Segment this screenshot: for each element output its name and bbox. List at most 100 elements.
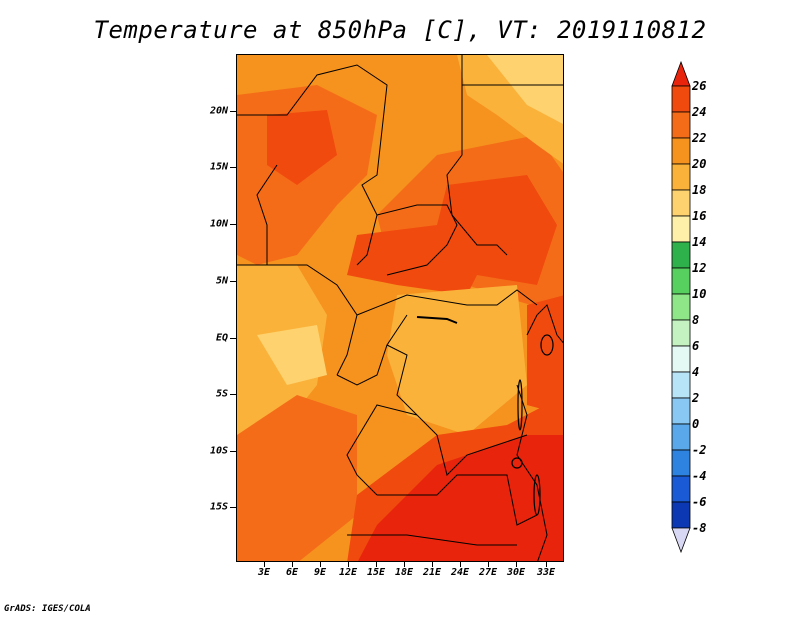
temperature-map bbox=[236, 54, 564, 562]
x-tick-label: 27E bbox=[478, 567, 498, 578]
x-tick-label: 3E bbox=[257, 567, 271, 578]
y-tick-mark bbox=[230, 167, 236, 168]
grads-credit: GrADS: IGES/COLA bbox=[4, 604, 91, 614]
colorbar-swatch bbox=[671, 501, 691, 529]
colorbar-swatch bbox=[671, 397, 691, 425]
border-chad bbox=[376, 204, 458, 276]
colorbar-label: 18 bbox=[692, 183, 707, 197]
x-tick-label: 30E bbox=[506, 567, 526, 578]
colorbar-label: 12 bbox=[692, 261, 707, 275]
colorbar-swatch bbox=[671, 475, 691, 503]
colorbar-swatch bbox=[671, 241, 691, 269]
x-tick-label: 21E bbox=[422, 567, 442, 578]
y-tick-label: 5S bbox=[215, 388, 228, 400]
x-tick-mark bbox=[348, 562, 349, 567]
x-tick-label: 15E bbox=[366, 567, 386, 578]
colorbar-label: 6 bbox=[692, 339, 700, 353]
border-angola bbox=[346, 404, 418, 496]
warm-region-south-atlantic bbox=[237, 395, 357, 561]
colorbar bbox=[671, 60, 691, 554]
y-tick-mark bbox=[230, 281, 236, 282]
hot-patch-west-africa bbox=[267, 110, 337, 185]
lake-tanganyika bbox=[517, 379, 523, 431]
border-congo bbox=[336, 314, 408, 386]
border-drc bbox=[386, 344, 528, 476]
colorbar-swatch bbox=[671, 189, 691, 217]
colorbar-label: -8 bbox=[692, 521, 707, 535]
lake-mweru bbox=[511, 457, 523, 469]
y-tick-mark bbox=[230, 507, 236, 508]
y-tick-label: 10S bbox=[209, 445, 228, 457]
x-tick-mark bbox=[320, 562, 321, 567]
y-tick-label: 20N bbox=[209, 105, 228, 117]
border-tanzania bbox=[516, 384, 548, 561]
colorbar-label: -2 bbox=[692, 443, 707, 457]
x-tick-mark bbox=[460, 562, 461, 567]
x-tick-label: 18E bbox=[394, 567, 414, 578]
y-tick-mark bbox=[230, 111, 236, 112]
x-tick-label: 24E bbox=[450, 567, 470, 578]
colorbar-swatch bbox=[671, 449, 691, 477]
x-tick-mark bbox=[516, 562, 517, 567]
x-tick-mark bbox=[404, 562, 405, 567]
x-tick-mark bbox=[264, 562, 265, 567]
colorbar-label: 0 bbox=[692, 417, 700, 431]
colorbar-label: -4 bbox=[692, 469, 707, 483]
temperature-field bbox=[237, 55, 563, 561]
colorbar-swatches bbox=[671, 60, 691, 554]
border-zambia bbox=[377, 474, 538, 526]
y-tick-label: 5N bbox=[215, 275, 228, 287]
x-tick-mark bbox=[432, 562, 433, 567]
y-tick-mark bbox=[230, 338, 236, 339]
x-tick-label: 33E bbox=[536, 567, 556, 578]
colorbar-label: 16 bbox=[692, 209, 707, 223]
y-tick-mark bbox=[230, 224, 236, 225]
colorbar-swatch bbox=[671, 293, 691, 321]
country-borders bbox=[237, 55, 563, 561]
colorbar-label: -6 bbox=[692, 495, 707, 509]
y-tick-label: 15S bbox=[209, 501, 228, 513]
y-tick-label: EQ bbox=[215, 332, 228, 344]
border-west-coast bbox=[237, 264, 358, 376]
colorbar-swatch bbox=[671, 527, 691, 554]
cool-patch-north bbox=[487, 55, 563, 124]
border-uganda bbox=[526, 304, 563, 344]
x-tick-label: 6E bbox=[285, 567, 299, 578]
border-namibia bbox=[347, 534, 517, 546]
cool-region-congo bbox=[387, 285, 527, 435]
colorbar-label: 4 bbox=[692, 365, 700, 379]
colorbar-swatch bbox=[671, 267, 691, 295]
colorbar-swatch bbox=[671, 85, 691, 113]
x-tick-mark bbox=[546, 562, 547, 567]
y-tick-mark bbox=[230, 451, 236, 452]
chart-title: Temperature at 850hPa [C], VT: 201911081… bbox=[93, 16, 707, 44]
colorbar-label: 10 bbox=[692, 287, 707, 301]
hot-region-south bbox=[358, 435, 563, 561]
x-tick-mark bbox=[292, 562, 293, 567]
colorbar-swatch bbox=[671, 371, 691, 399]
lake-malawi bbox=[533, 474, 541, 516]
colorbar-swatch bbox=[671, 137, 691, 165]
colorbar-swatch bbox=[671, 60, 691, 87]
colorbar-label: 14 bbox=[692, 235, 707, 249]
colorbar-label: 20 bbox=[692, 157, 707, 171]
x-tick-mark bbox=[488, 562, 489, 567]
y-tick-label: 10N bbox=[209, 218, 228, 230]
colorbar-label: 2 bbox=[692, 391, 700, 405]
colorbar-label: 24 bbox=[692, 105, 707, 119]
y-tick-mark bbox=[230, 394, 236, 395]
colorbar-label: 22 bbox=[692, 131, 707, 145]
colorbar-swatch bbox=[671, 163, 691, 191]
hot-band-central bbox=[347, 225, 487, 295]
y-tick-label: 15N bbox=[209, 161, 228, 173]
colorbar-swatch bbox=[671, 111, 691, 139]
lake-congo-line bbox=[416, 316, 458, 324]
lakes bbox=[416, 316, 554, 516]
cool-patch-atlantic bbox=[257, 325, 327, 385]
border-nigeria-west bbox=[256, 164, 278, 265]
colorbar-swatch bbox=[671, 423, 691, 451]
colorbar-label: 8 bbox=[692, 313, 700, 327]
x-tick-mark bbox=[376, 562, 377, 567]
colorbar-swatch bbox=[671, 345, 691, 373]
border-niger bbox=[237, 64, 388, 266]
